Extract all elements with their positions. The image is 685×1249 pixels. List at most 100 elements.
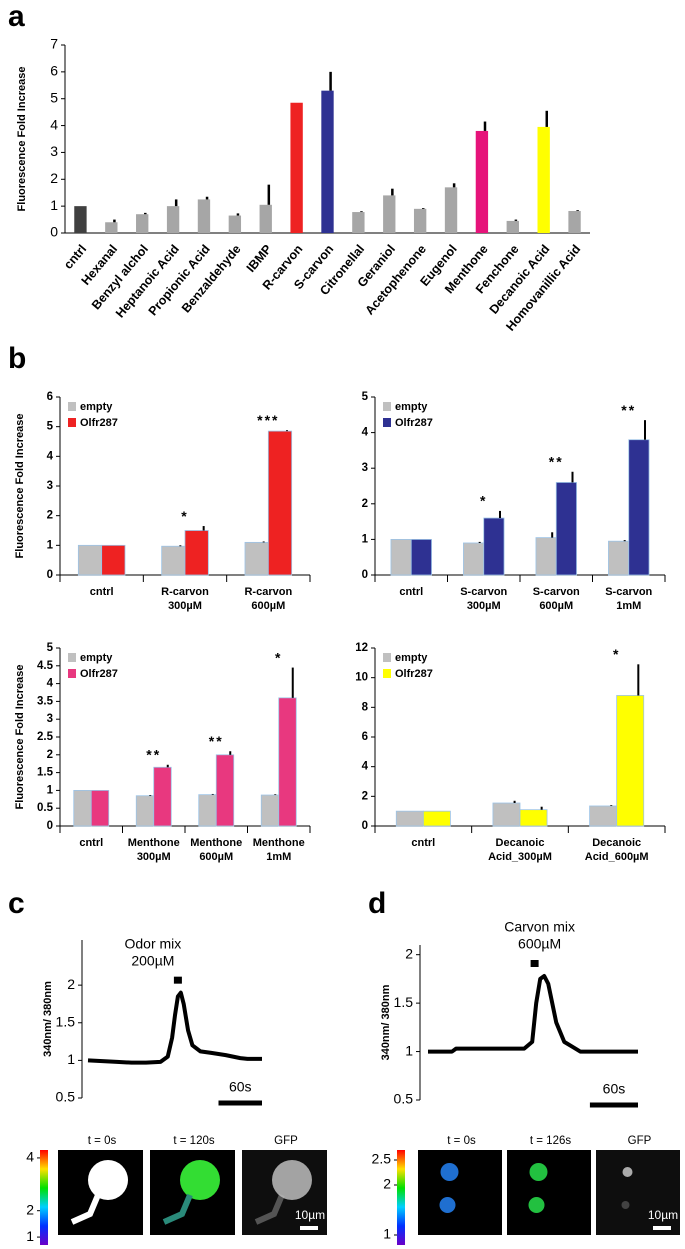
y-tick-label: 4.5 [37, 660, 54, 672]
bar [413, 208, 427, 233]
y-tick-label: 12 [355, 642, 368, 654]
x-tick-label: cntrl [399, 586, 423, 598]
image-scale-label: 10µm [648, 1208, 678, 1222]
y-axis-label: 340nm/ 380nm [380, 984, 392, 1060]
legend-label: empty [80, 652, 113, 664]
x-tick-label: 600µM [199, 851, 233, 863]
bar [90, 790, 110, 827]
panel-label: c [8, 887, 25, 920]
legend-swatch [383, 653, 391, 662]
y-tick-label: 1.5 [37, 767, 54, 779]
cell [529, 1163, 548, 1181]
significance: * [275, 649, 282, 665]
bar [166, 206, 180, 233]
bar [483, 517, 505, 576]
y-axis-label: Fluorescence Fold Increase [14, 414, 26, 559]
y-tick-label: 1.5 [56, 1013, 76, 1029]
y-tick-label: 2 [383, 1176, 391, 1192]
bar [383, 195, 396, 233]
panel-label: a [8, 0, 25, 33]
significance: *** [257, 412, 279, 428]
legend-swatch [68, 653, 76, 662]
x-tick-label: IBMP [244, 242, 275, 275]
y-tick-label: 6 [50, 63, 58, 79]
y-tick-label: 5 [362, 391, 369, 403]
bar [535, 537, 557, 576]
bar [215, 754, 235, 827]
x-tick-label: cntrl [79, 837, 103, 849]
bar [135, 795, 155, 827]
x-tick-label: Menthone [253, 837, 305, 849]
bar [506, 220, 519, 233]
image-title: GFP [628, 1135, 652, 1147]
y-tick-label: 0 [362, 569, 368, 581]
y-tick-label: 3 [50, 143, 58, 159]
x-tick-label: 1mM [616, 600, 641, 612]
y-tick-label: 1 [67, 1051, 75, 1067]
y-axis-label: 340nm/ 380nm [42, 981, 54, 1057]
y-tick-label: 0 [47, 569, 53, 581]
y-tick-label: 6 [362, 731, 368, 743]
y-tick-label: 1 [47, 784, 54, 796]
y-tick-label: 4 [50, 116, 58, 132]
y-tick-label: 4 [362, 761, 369, 773]
colorbar [397, 1150, 405, 1245]
y-tick-label: 4 [362, 427, 369, 439]
x-tick-label: R-carvon [244, 586, 292, 598]
y-tick-label: 1 [362, 533, 369, 545]
y-tick-label: 2 [47, 510, 53, 522]
bar [321, 90, 334, 234]
bar [395, 810, 424, 827]
y-tick-label: 10 [355, 672, 368, 684]
cell [621, 1201, 630, 1209]
stimulus-label: 600µM [518, 936, 561, 952]
bar [267, 430, 293, 576]
x-tick-label: Acid_600µM [585, 851, 649, 863]
x-tick-label: S-carvon [460, 586, 507, 598]
stimulus-marker [173, 976, 182, 984]
cell-process [254, 1193, 285, 1225]
legend-swatch [383, 669, 391, 678]
bar [492, 802, 521, 827]
legend-label: empty [80, 401, 113, 413]
legend-label: Olfr287 [80, 417, 118, 429]
colorbar [40, 1150, 48, 1245]
stimulus-label: 200µM [131, 952, 174, 968]
bar [197, 199, 211, 233]
y-tick-label: 5 [47, 421, 54, 433]
image-frame [507, 1150, 591, 1235]
bar [259, 204, 272, 233]
image-scale-label: 10µm [295, 1208, 325, 1222]
bar [390, 539, 412, 576]
y-tick-label: 2.5 [372, 1151, 392, 1167]
x-tick-label: Acid_300µM [488, 851, 552, 863]
bar [555, 482, 577, 576]
bar [616, 695, 645, 827]
bar [101, 544, 126, 576]
bar [537, 126, 550, 233]
legend-label: Olfr287 [395, 417, 433, 429]
x-tick-label: S-carvon [533, 586, 580, 598]
scale-bar-label: 60s [603, 1081, 626, 1097]
significance: * [480, 493, 487, 509]
bar [278, 697, 297, 827]
x-tick-label: S-carvon [605, 586, 652, 598]
y-tick-label: 2 [67, 976, 75, 992]
y-axis-label: Fluorescence Fold Increase [16, 67, 28, 212]
y-tick-label: 4 [26, 1149, 34, 1165]
x-tick-label: cntrl [61, 242, 89, 272]
y-tick-label: 4 [47, 678, 54, 690]
x-tick-label: 300µM [467, 600, 501, 612]
scale-bar-label: 60s [229, 1079, 252, 1095]
bar [444, 187, 458, 233]
bar [352, 212, 365, 233]
bar [290, 102, 303, 233]
y-tick-label: 3 [47, 480, 53, 492]
cell-process [70, 1193, 101, 1225]
x-tick-label: 300µM [137, 851, 171, 863]
cell [88, 1160, 128, 1200]
y-tick-label: 1 [405, 1042, 413, 1058]
y-tick-label: 0 [47, 820, 53, 832]
bar [589, 805, 618, 827]
